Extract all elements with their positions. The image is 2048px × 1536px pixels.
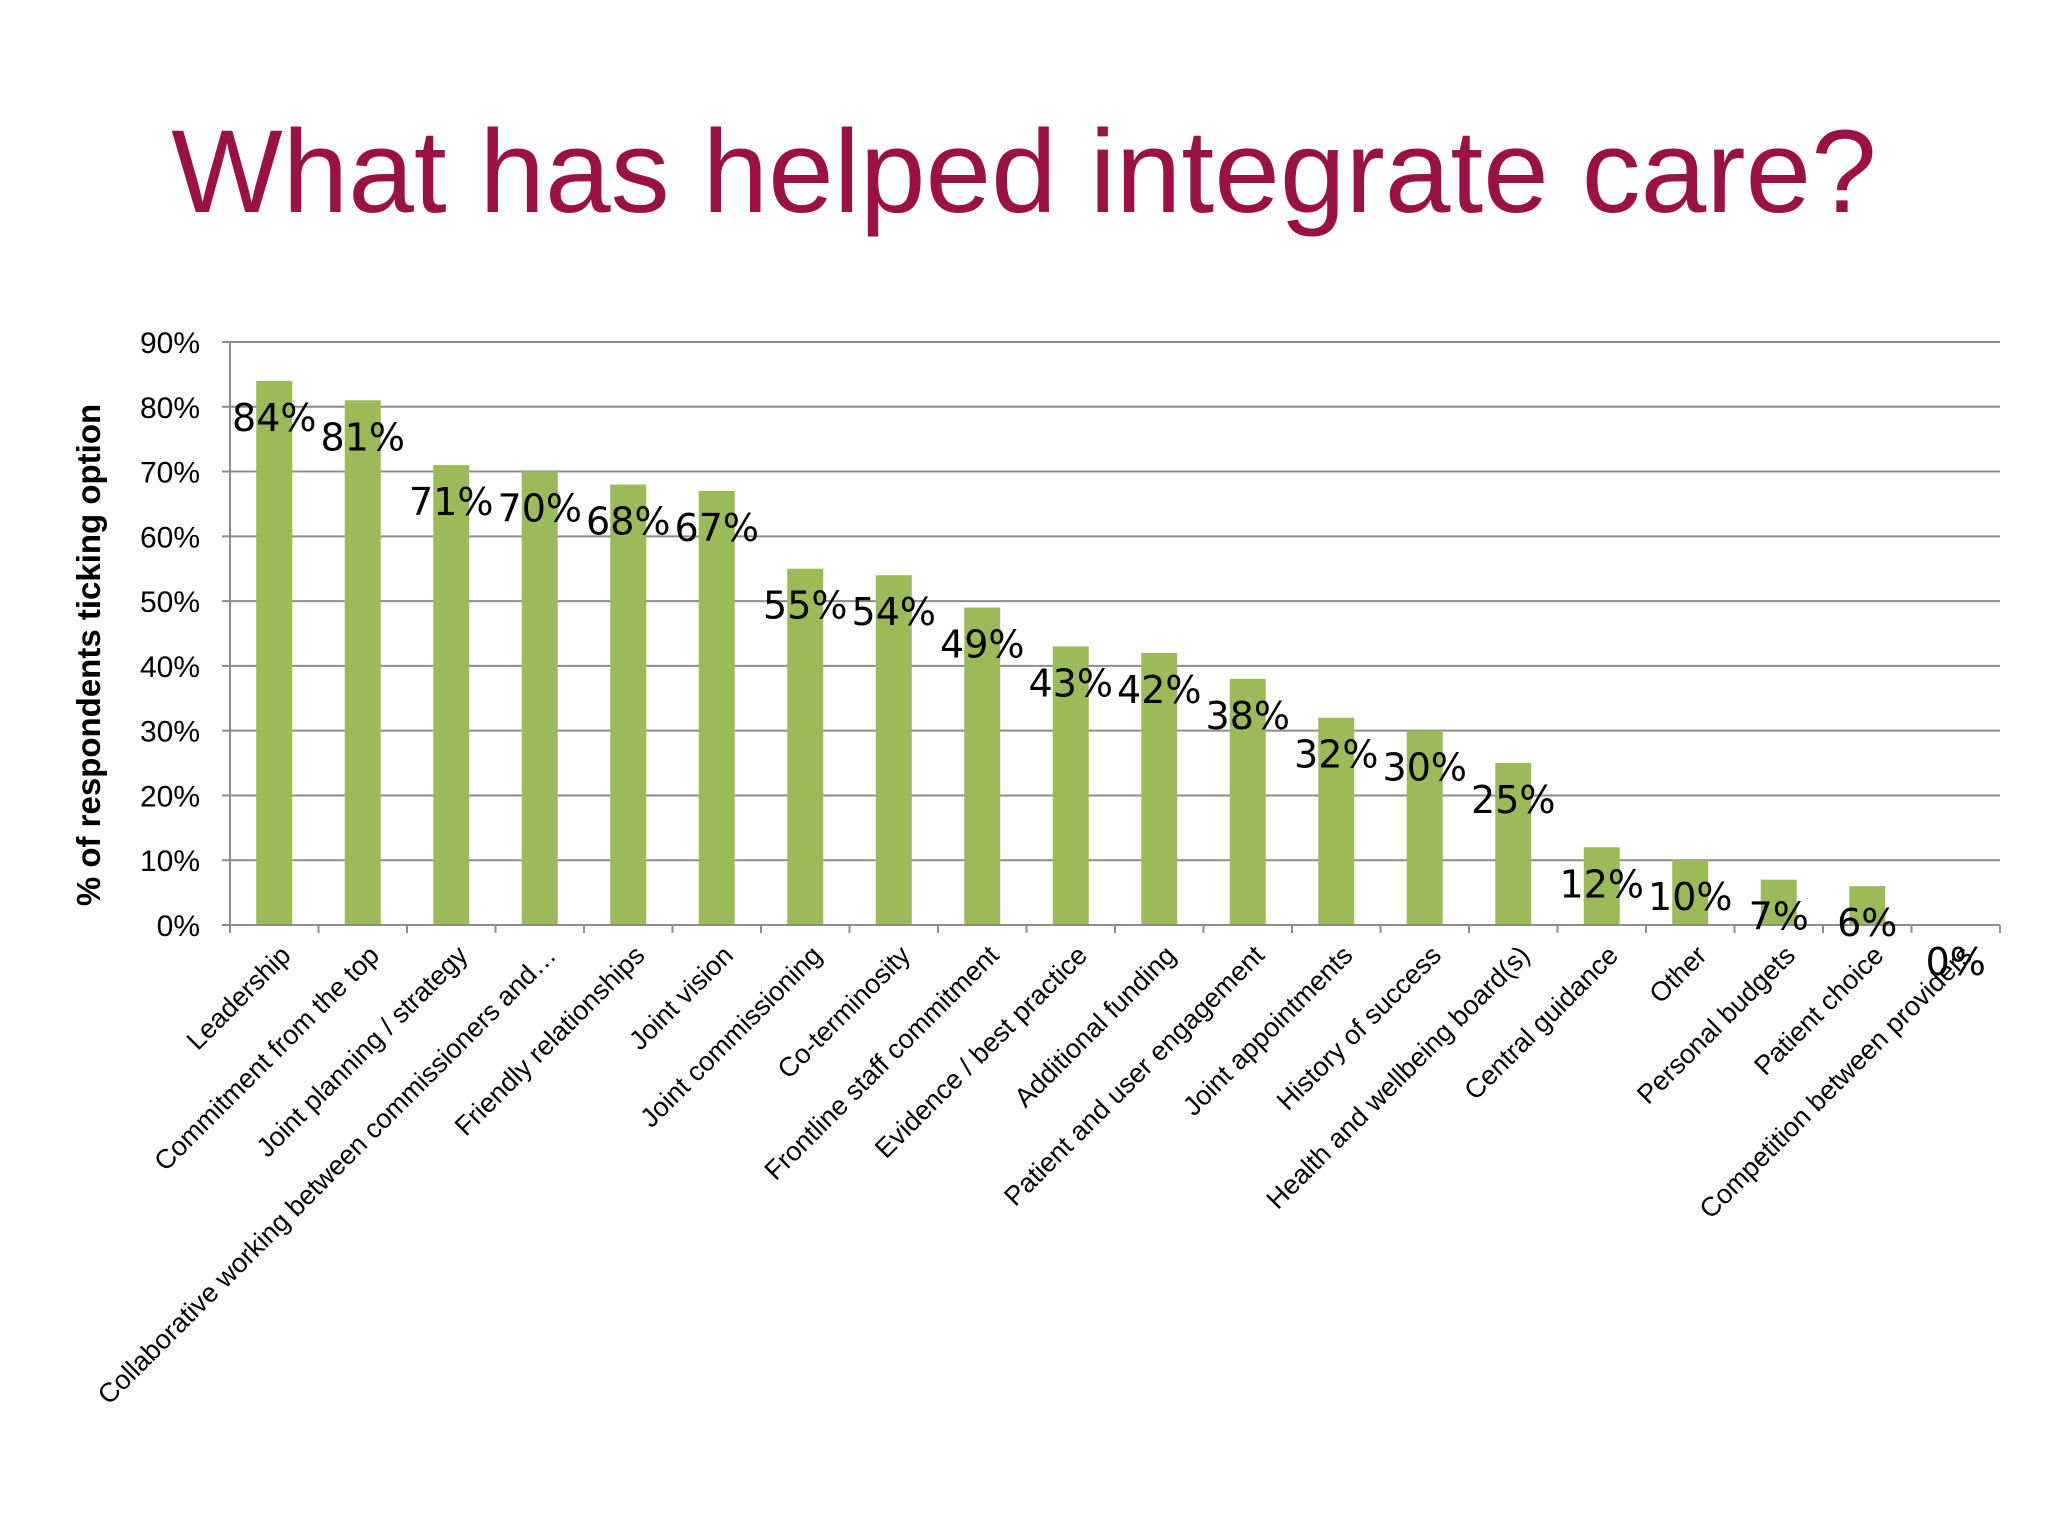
data-label: 38% [1206,694,1290,738]
bar [1141,652,1178,925]
bar [610,484,647,925]
bar [1318,717,1355,925]
y-tick-label: 40% [140,651,200,684]
data-label: 54% [852,590,936,634]
data-label: 49% [940,623,1024,667]
y-axis-label: % of respondents ticking option [70,404,107,906]
data-label: 0% [1926,940,1986,984]
x-tick-label: Additional funding [1008,940,1181,1113]
data-label: 30% [1383,746,1467,790]
bar [964,607,1001,925]
y-tick-labels: 0% 10% 20% 30% 40% 50% 60% 70% 80% 90% [140,327,200,943]
data-labels: 84% 81%71% 70% 68% 67%55% 54%49%43% 42%38%32% 3… [232,396,1986,984]
bar [875,575,912,925]
data-label: 25% [1471,778,1555,822]
y-tick-label: 80% [140,392,200,425]
bar [698,490,735,925]
bar [1760,879,1797,925]
bar [1052,646,1089,925]
data-label: 67% [675,506,759,550]
data-label: 68% [586,500,670,544]
y-tick-label: 50% [140,586,200,619]
x-tick-label: Central guidance [1458,940,1624,1106]
y-tick-label: 90% [140,327,200,360]
y-tick-label: 70% [140,457,200,490]
bar [1672,860,1709,925]
bar [1849,886,1886,925]
y-tick-label: 0% [157,910,200,943]
data-label: 43% [1029,661,1113,705]
bar [344,400,381,925]
bar [256,380,293,925]
axes [222,341,2001,933]
x-tick-label: History of success [1271,940,1447,1116]
x-tick-label: Other [1644,940,1713,1009]
bar [1495,763,1532,925]
bar [787,568,824,925]
data-label: 7% [1749,895,1809,939]
bar [1229,678,1266,925]
bars [256,380,1886,925]
y-tick-label: 10% [140,845,200,878]
y-tick-label: 30% [140,716,200,749]
data-label: 55% [763,584,847,628]
slide-title: What has helped integrate care? [171,106,1877,238]
data-label: 84% [232,396,316,440]
data-label: 12% [1560,862,1644,906]
bar [433,465,470,925]
data-label: 10% [1648,875,1732,919]
y-tick-label: 20% [140,780,200,813]
x-tick-label: Personal budgets [1631,940,1801,1110]
data-label: 32% [1294,733,1378,777]
data-label: 6% [1837,901,1897,945]
gridlines [230,341,2000,862]
bar [521,471,558,925]
data-label: 81% [321,415,405,459]
data-label: 42% [1117,668,1201,712]
y-tick-label: 60% [140,521,200,554]
bar [1583,847,1620,925]
data-label: 71% [409,480,493,524]
x-tick-label: Joint appointments [1177,940,1358,1121]
bar [1406,730,1443,925]
data-label: 70% [498,487,582,531]
